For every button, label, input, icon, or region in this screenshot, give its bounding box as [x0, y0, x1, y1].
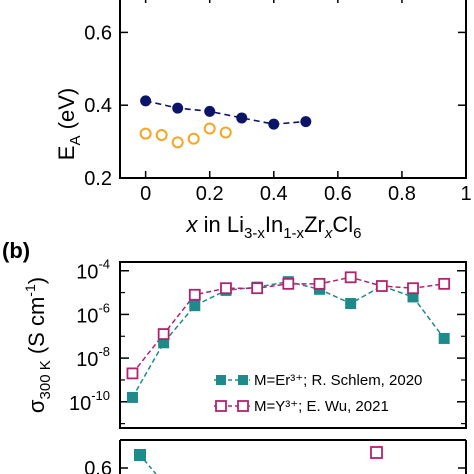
- panel-b-ytick-label: 10-8: [76, 344, 110, 371]
- panel-b-y-point: [251, 282, 264, 295]
- panel-b-y-point: [282, 277, 295, 290]
- panel-a-orange-point: [171, 136, 184, 149]
- panel-b-er-point: [126, 391, 138, 403]
- panel-c-partial: 0.6: [84, 439, 467, 474]
- panel-a-ytick-label: 0.6: [84, 22, 112, 44]
- legend-entry-y: M=Y³⁺; E. Wu, 2021: [214, 398, 389, 415]
- panel-b-legend: M=Er³⁺; R. Schlem, 2020 M=Y³⁺; E. Wu, 20…: [214, 372, 422, 415]
- panel-a-xtick-label: 0.6: [324, 183, 352, 205]
- panel-a-orange-point: [187, 132, 200, 145]
- panel-a-series-navy-line: [145, 100, 306, 125]
- panel-b-er-point: [407, 291, 419, 303]
- panel-b-series-y-line: [131, 276, 445, 374]
- panel-b-frame: [119, 261, 467, 429]
- panel-a-navy-point: [300, 116, 312, 128]
- panel-b-y-point: [126, 367, 139, 380]
- panel-b-y-point: [157, 328, 170, 340]
- legend-entry-er: M=Er³⁺; R. Schlem, 2020: [214, 372, 422, 389]
- panel-a-orange-point: [139, 127, 152, 140]
- panel-b-er-point: [438, 332, 450, 344]
- panel-b-y-point: [344, 271, 357, 284]
- panel-a-ylabel: EA (eV): [54, 88, 84, 160]
- legend-y-marker-1: [215, 400, 227, 412]
- legend-y-label: M=Y³⁺; E. Wu, 2021: [254, 398, 389, 415]
- panel-b-ylabel: σ300 K (S cm-1): [22, 277, 54, 413]
- panel-a-navy-point: [236, 112, 248, 124]
- panel-a-xtick-label: 0: [140, 183, 151, 205]
- legend-y-marker-2: [237, 400, 249, 412]
- panel-b-er-point: [189, 300, 201, 312]
- panel-a-navy-point: [140, 95, 152, 107]
- panel-b-er-point: [158, 337, 170, 349]
- panel-a-xtick-label: 0.4: [260, 183, 288, 205]
- panel-b-conductivity: (b) 10-4 10-6 10-8 10-10 σ300 K (S cm-1) M=…: [2, 238, 467, 429]
- panel-c-magenta-point: [370, 446, 383, 459]
- legend-er-marker-1: [216, 375, 226, 385]
- panel-a-orange-point: [203, 122, 216, 135]
- panel-b-y-point: [220, 282, 232, 295]
- panel-a-xtick-label: 1: [460, 183, 471, 205]
- panel-a-navy-point: [204, 105, 216, 117]
- legend-er-marker-2: [238, 375, 248, 385]
- panel-b-y-point: [438, 277, 451, 290]
- panel-c-teal-point: [134, 449, 146, 461]
- panel-a-orange-point: [155, 129, 168, 142]
- panel-a-ytick-label: 0.2: [84, 168, 112, 190]
- panel-b-y-point: [407, 282, 419, 295]
- panel-c-ytick-label: 0.6: [84, 458, 112, 474]
- panel-b-y-point: [313, 277, 326, 290]
- panel-a-navy-point: [172, 102, 184, 114]
- panel-b-y-point: [188, 288, 201, 301]
- panel-a-navy-point: [268, 118, 280, 130]
- panel-a-activation-energy: 0 0.2 0.4 0.6 0.8 1 0.2 0.4 0.6 EA (eV) x in Li3…: [54, 0, 472, 242]
- panel-a-xlabel: x in Li3-xIn1-xZrxCl6: [186, 212, 362, 242]
- panel-a-orange-point: [219, 126, 232, 139]
- panel-b-er-point: [345, 298, 357, 309]
- panel-a-xtick-label: 0.2: [196, 183, 224, 205]
- panel-b-label: (b): [2, 238, 30, 263]
- panel-a-xtick-label: 0.8: [388, 183, 416, 205]
- legend-er-label: M=Er³⁺; R. Schlem, 2020: [254, 372, 422, 389]
- panel-b-y-point: [375, 280, 388, 292]
- panel-b-ytick-label: 10-6: [76, 300, 110, 327]
- panel-b-ytick-label: 10-4: [76, 257, 110, 284]
- panel-b-ytick-label: 10-10: [69, 388, 110, 415]
- panel-a-frame: [119, 0, 467, 179]
- panel-a-ytick-label: 0.4: [84, 95, 112, 117]
